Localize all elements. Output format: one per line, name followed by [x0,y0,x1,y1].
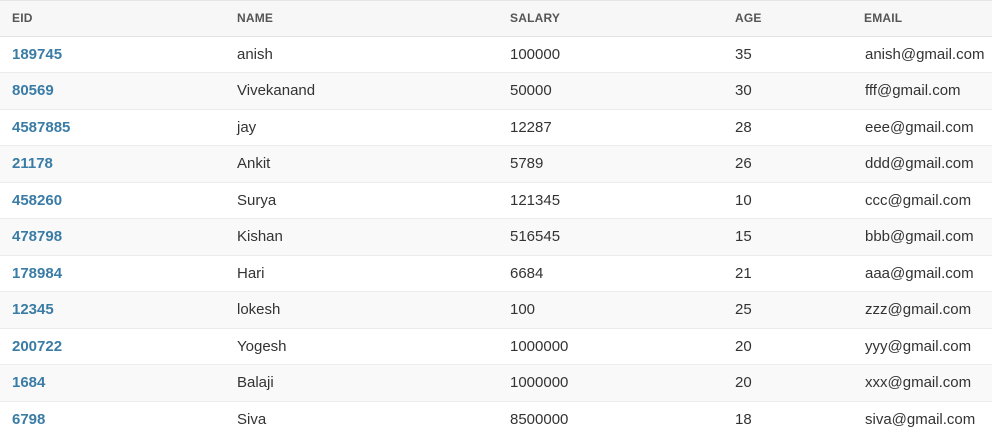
age-cell: 25 [735,301,752,319]
salary-cell: 121345 [510,191,561,209]
name-cell: Kishan [237,228,283,246]
age-cell: 21 [735,264,752,282]
age-cell: 26 [735,155,752,173]
salary-cell: 1000000 [510,337,569,355]
salary-cell: 50000 [510,82,552,100]
email-cell: anish@gmail.com [865,45,985,63]
name-cell: Yogesh [237,337,287,355]
age-cell: 18 [735,410,752,428]
eid-link[interactable]: 12345 [12,301,54,319]
name-cell: jay [237,118,257,136]
email-cell: zzz@gmail.com [865,301,972,319]
column-header-email[interactable]: EMAIL [864,11,903,26]
column-header-eid[interactable]: EID [12,11,33,26]
email-cell: xxx@gmail.com [865,374,972,392]
email-cell: eee@gmail.com [865,118,974,136]
table-row: 21178 Ankit 5789 26 ddd@gmail.com [0,145,992,182]
email-cell: yyy@gmail.com [865,337,972,355]
eid-link[interactable]: 80569 [12,82,54,100]
eid-link[interactable]: 1684 [12,374,46,392]
name-cell: Siva [237,410,267,428]
salary-cell: 6684 [510,264,544,282]
name-cell: anish [237,45,273,63]
age-cell: 35 [735,45,752,63]
table-row: 200722 Yogesh 1000000 20 yyy@gmail.com [0,328,992,365]
salary-cell: 516545 [510,228,561,246]
age-cell: 30 [735,82,752,100]
table-row: 80569 Vivekanand 50000 30 fff@gmail.com [0,72,992,109]
salary-cell: 1000000 [510,374,569,392]
email-cell: fff@gmail.com [865,82,961,100]
name-cell: Surya [237,191,277,209]
age-cell: 15 [735,228,752,246]
column-header-age[interactable]: AGE [735,11,762,26]
age-cell: 28 [735,118,752,136]
table-row: 4587885 jay 12287 28 eee@gmail.com [0,109,992,146]
name-cell: Hari [237,264,265,282]
eid-link[interactable]: 200722 [12,337,63,355]
salary-cell: 12287 [510,118,552,136]
table-header-row: EID NAME SALARY AGE EMAIL [0,1,992,36]
table-body: 189745 anish 100000 35 anish@gmail.com 8… [0,36,992,437]
salary-cell: 100 [510,301,536,319]
eid-link[interactable]: 4587885 [12,118,71,136]
age-cell: 10 [735,191,752,209]
eid-link[interactable]: 478798 [12,228,63,246]
name-cell: Vivekanand [237,82,316,100]
age-cell: 20 [735,374,752,392]
table-header: EID NAME SALARY AGE EMAIL [0,1,992,36]
email-cell: ccc@gmail.com [865,191,972,209]
name-cell: Ankit [237,155,271,173]
name-cell: Balaji [237,374,274,392]
eid-link[interactable]: 178984 [12,264,63,282]
age-cell: 20 [735,337,752,355]
salary-cell: 100000 [510,45,561,63]
column-header-name[interactable]: NAME [237,11,274,26]
email-cell: bbb@gmail.com [865,228,974,246]
salary-cell: 5789 [510,155,544,173]
table-row: 1684 Balaji 1000000 20 xxx@gmail.com [0,364,992,401]
eid-link[interactable]: 6798 [12,410,46,428]
name-cell: lokesh [237,301,281,319]
table-row: 458260 Surya 121345 10 ccc@gmail.com [0,182,992,219]
table-row: 478798 Kishan 516545 15 bbb@gmail.com [0,218,992,255]
eid-link[interactable]: 458260 [12,191,63,209]
salary-cell: 8500000 [510,410,569,428]
email-cell: ddd@gmail.com [865,155,974,173]
table-row: 6798 Siva 8500000 18 siva@gmail.com [0,401,992,437]
email-cell: aaa@gmail.com [865,264,974,282]
table-row: 12345 lokesh 100 25 zzz@gmail.com [0,291,992,328]
email-cell: siva@gmail.com [865,410,976,428]
eid-link[interactable]: 21178 [12,155,53,173]
eid-link[interactable]: 189745 [12,45,63,63]
column-header-salary[interactable]: SALARY [510,11,561,26]
table-row: 178984 Hari 6684 21 aaa@gmail.com [0,255,992,292]
table-row: 189745 anish 100000 35 anish@gmail.com [0,36,992,73]
